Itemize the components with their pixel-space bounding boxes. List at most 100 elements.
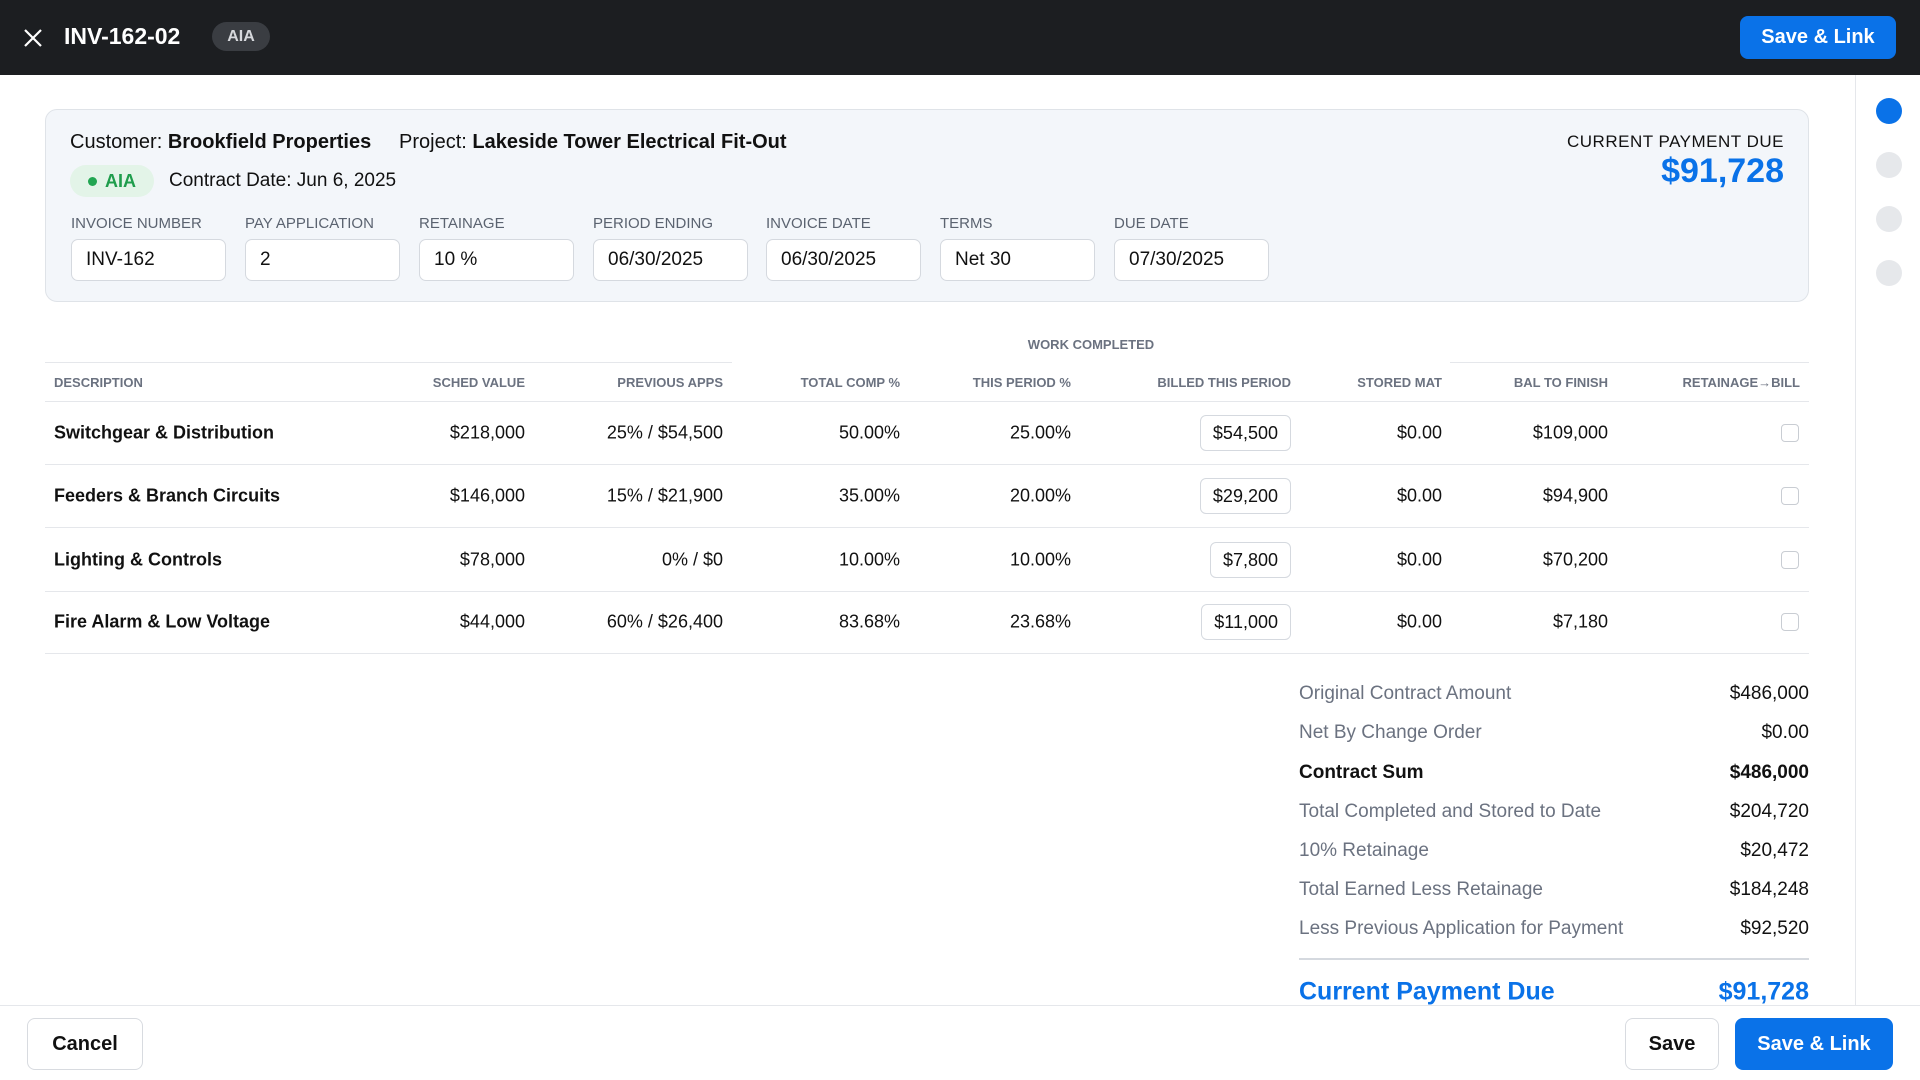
summary-value: $204,720 bbox=[1729, 801, 1809, 822]
cell: $109,000 bbox=[1532, 422, 1608, 443]
field-label: PERIOD ENDING bbox=[593, 215, 714, 232]
divider bbox=[1299, 958, 1809, 960]
column-header: TOTAL COMP % bbox=[800, 375, 900, 390]
summary-label: Total Earned Less Retainage bbox=[1299, 879, 1543, 900]
summary-label: 10% Retainage bbox=[1299, 840, 1429, 861]
billed-input[interactable]: $29,200 bbox=[1199, 478, 1291, 514]
info-card: Customer: Brookfield Properties Project:… bbox=[45, 109, 1809, 302]
summary-label: Original Contract Amount bbox=[1299, 683, 1512, 704]
field-label: INVOICE NUMBER bbox=[71, 215, 202, 232]
summary-value: $20,472 bbox=[1740, 840, 1809, 861]
column-header: SCHED VALUE bbox=[432, 375, 525, 390]
total-value: $91,728 bbox=[1718, 977, 1809, 1006]
cell: $78,000 bbox=[459, 549, 525, 570]
badge: AIA bbox=[212, 22, 270, 51]
cell: $94,900 bbox=[1542, 485, 1608, 506]
column-header: BAL TO FINISH bbox=[1513, 375, 1608, 390]
total-label: Current Payment Due bbox=[1299, 977, 1555, 1006]
header-bar: INV-162-02 AIA Save & Link bbox=[0, 0, 1920, 75]
footer: Cancel Save Save & Link bbox=[0, 1005, 1920, 1080]
step-dot[interactable] bbox=[1876, 98, 1902, 124]
description: Feeders & Branch Circuits bbox=[54, 485, 281, 506]
divider bbox=[45, 362, 732, 363]
step-dot[interactable] bbox=[1876, 206, 1902, 232]
divider bbox=[45, 464, 1809, 465]
cell: $70,200 bbox=[1542, 549, 1608, 570]
billed-input[interactable]: $7,800 bbox=[1209, 542, 1291, 578]
summary-label: Less Previous Application for Payment bbox=[1299, 918, 1624, 939]
cell: 10.00% bbox=[838, 549, 900, 570]
cell: 50.00% bbox=[838, 422, 900, 443]
column-header: PREVIOUS APPS bbox=[617, 375, 723, 390]
cell: 15% / $21,900 bbox=[606, 485, 723, 506]
summary-value: $486,000 bbox=[1729, 762, 1809, 783]
field-label: INVOICE DATE bbox=[766, 215, 871, 232]
summary-value: $92,520 bbox=[1740, 918, 1809, 939]
billed-input[interactable]: $11,000 bbox=[1201, 604, 1291, 640]
customer-line: Customer: Brookfield Properties Project:… bbox=[70, 131, 787, 154]
cancel-button[interactable]: Cancel bbox=[27, 1018, 143, 1070]
column-header: STORED MAT bbox=[1357, 375, 1442, 390]
label: Project: bbox=[399, 131, 467, 153]
cell: 0% / $0 bbox=[661, 549, 723, 570]
cell: $0.00 bbox=[1396, 485, 1442, 506]
summary-value: $184,248 bbox=[1729, 879, 1809, 900]
field-label: TERMS bbox=[940, 215, 993, 232]
cell: $218,000 bbox=[449, 422, 525, 443]
divider bbox=[45, 591, 1809, 592]
checkbox[interactable] bbox=[1781, 487, 1799, 505]
column-header: THIS PERIOD % bbox=[972, 375, 1071, 390]
checkbox[interactable] bbox=[1781, 424, 1799, 442]
checkbox[interactable] bbox=[1781, 551, 1799, 569]
cell: $0.00 bbox=[1396, 549, 1442, 570]
save-button[interactable]: Save bbox=[1625, 1018, 1719, 1070]
title: INV-162-02 bbox=[64, 23, 181, 49]
field-label: DUE DATE bbox=[1114, 215, 1189, 232]
field-input[interactable]: 2 bbox=[245, 239, 400, 281]
step-dot[interactable] bbox=[1876, 152, 1902, 178]
description: Fire Alarm & Low Voltage bbox=[54, 611, 271, 632]
group-header: WORK COMPLETED bbox=[1027, 337, 1155, 352]
field-label: RETAINAGE bbox=[419, 215, 505, 232]
cell: 25% / $54,500 bbox=[606, 422, 723, 443]
aia-pill: AIA bbox=[70, 165, 154, 197]
checkbox[interactable] bbox=[1781, 613, 1799, 631]
badge: AIA bbox=[105, 170, 136, 191]
cell: $0.00 bbox=[1396, 422, 1442, 443]
summary-label: Net By Change Order bbox=[1299, 722, 1482, 743]
divider bbox=[45, 527, 1809, 528]
project: Lakeside Tower Electrical Fit-Out bbox=[472, 131, 787, 153]
billed-input[interactable]: $54,500 bbox=[1199, 415, 1291, 451]
field-input[interactable]: 10 % bbox=[419, 239, 574, 281]
label: Customer: bbox=[70, 131, 163, 153]
field-input[interactable]: 06/30/2025 bbox=[593, 239, 748, 281]
summary-value: $0.00 bbox=[1761, 722, 1809, 743]
column-header: DESCRIPTION bbox=[54, 375, 143, 390]
divider bbox=[45, 401, 1809, 402]
step-dot[interactable] bbox=[1876, 260, 1902, 286]
summary-value: $486,000 bbox=[1729, 683, 1809, 704]
save-link-button[interactable]: Save & Link bbox=[1740, 16, 1896, 59]
column-header: BILLED THIS PERIOD bbox=[1157, 375, 1291, 390]
close-icon[interactable] bbox=[23, 28, 43, 48]
column-header: RETAINAGE→BILL bbox=[1682, 375, 1800, 390]
payment-due-label: CURRENT PAYMENT DUE bbox=[1567, 132, 1784, 151]
save-link-button[interactable]: Save & Link bbox=[1735, 1018, 1893, 1070]
field-input[interactable]: INV-162 bbox=[71, 239, 226, 281]
cell: 35.00% bbox=[838, 485, 900, 506]
cell: 20.00% bbox=[1009, 485, 1071, 506]
field-input[interactable]: 07/30/2025 bbox=[1114, 239, 1269, 281]
sidebar bbox=[1855, 75, 1920, 1005]
summary-label: Contract Sum bbox=[1299, 762, 1424, 783]
field-input[interactable]: Net 30 bbox=[940, 239, 1095, 281]
divider bbox=[1450, 362, 1809, 363]
cell: $44,000 bbox=[459, 611, 525, 632]
customer: Brookfield Properties bbox=[167, 131, 372, 153]
field-label: PAY APPLICATION bbox=[245, 215, 374, 232]
summary-label: Total Completed and Stored to Date bbox=[1299, 801, 1602, 822]
cell: 10.00% bbox=[1009, 549, 1071, 570]
field-input[interactable]: 06/30/2025 bbox=[766, 239, 921, 281]
cell: $7,180 bbox=[1552, 611, 1608, 632]
cell: 83.68% bbox=[838, 611, 900, 632]
